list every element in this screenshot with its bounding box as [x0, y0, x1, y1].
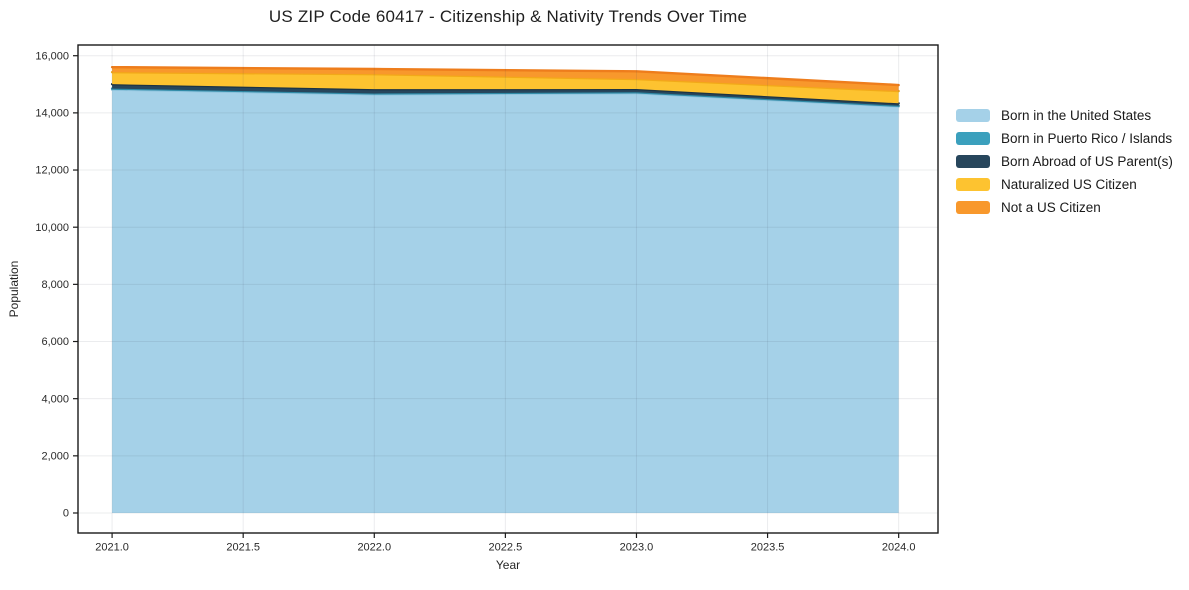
x-tick-label: 2022.5 — [489, 542, 523, 554]
chart-title: US ZIP Code 60417 - Citizenship & Nativi… — [268, 7, 748, 26]
legend-label: Born Abroad of US Parent(s) — [1001, 153, 1173, 169]
y-tick-label: 0 — [63, 508, 69, 520]
legend-label: Not a US Citizen — [1001, 200, 1101, 216]
legend-item-not-a-us-citizen: Not a US Citizen — [956, 200, 1173, 216]
area-born-abroad-of-us-parent-s — [112, 84, 899, 106]
area-naturalized-us-citizen — [112, 72, 899, 104]
legend-swatch — [956, 108, 990, 122]
legend-label: Naturalized US Citizen — [1001, 177, 1137, 193]
y-tick-label: 6,000 — [41, 336, 69, 348]
legend-label: Born in the United States — [1001, 107, 1152, 123]
x-axis-label: Year — [495, 558, 521, 572]
x-tick-label: 2024.0 — [882, 542, 916, 554]
x-tick-label: 2023.0 — [620, 542, 654, 554]
legend-swatch — [956, 178, 990, 192]
axis-spines — [77, 44, 939, 534]
y-tick-label: 12,000 — [35, 165, 69, 177]
legend-item-naturalized-us-citizen: Naturalized US Citizen — [956, 177, 1173, 193]
y-tick-label: 4,000 — [41, 393, 69, 405]
legend-item-born-in-puerto-rico-islands: Born in Puerto Rico / Islands — [956, 130, 1173, 146]
legend-item-born-abroad-of-us-parent-s: Born Abroad of US Parent(s) — [956, 153, 1173, 169]
y-tick-label: 2,000 — [41, 450, 69, 462]
x-tick-label: 2021.5 — [226, 542, 260, 554]
legend-swatch — [956, 154, 990, 168]
area-born-in-the-united-states — [112, 89, 899, 513]
y-tick-label: 8,000 — [41, 279, 69, 291]
legend: Born in the United States Born in Puerto… — [956, 108, 1173, 224]
legend-label: Born in Puerto Rico / Islands — [1001, 130, 1173, 146]
legend-swatch — [956, 201, 990, 215]
x-tick-label: 2023.5 — [751, 542, 785, 554]
y-tick-label: 14,000 — [35, 108, 69, 120]
area-edge-not-a-us-citizen — [110, 65, 900, 87]
x-tick-label: 2022.0 — [357, 542, 391, 554]
area-not-a-us-citizen — [112, 67, 899, 92]
legend-item-born-in-the-united-states: Born in the United States — [956, 107, 1173, 123]
y-tick-label: 10,000 — [35, 222, 69, 234]
x-tick-label: 2021.0 — [95, 542, 129, 554]
y-tick-label: 16,000 — [35, 50, 69, 62]
y-axis-label: Population — [7, 260, 21, 318]
legend-swatch — [956, 131, 990, 145]
